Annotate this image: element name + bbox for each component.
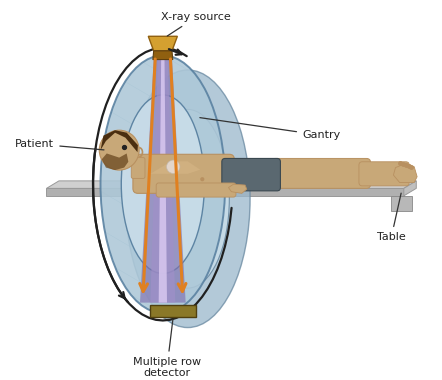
Ellipse shape: [121, 95, 204, 274]
Polygon shape: [46, 181, 416, 188]
Circle shape: [99, 130, 139, 170]
FancyBboxPatch shape: [222, 158, 280, 191]
Polygon shape: [46, 188, 404, 196]
Circle shape: [200, 177, 204, 181]
Polygon shape: [404, 181, 416, 196]
Polygon shape: [150, 305, 196, 317]
Polygon shape: [159, 60, 167, 302]
Polygon shape: [393, 163, 417, 182]
Text: X-ray source: X-ray source: [161, 12, 231, 36]
Circle shape: [167, 160, 180, 173]
Text: Table: Table: [377, 193, 406, 242]
FancyBboxPatch shape: [131, 158, 145, 178]
Polygon shape: [102, 154, 128, 170]
Polygon shape: [150, 162, 200, 174]
Polygon shape: [150, 60, 175, 302]
Ellipse shape: [126, 70, 250, 328]
Polygon shape: [153, 51, 173, 60]
Polygon shape: [391, 196, 412, 211]
Text: Gantry: Gantry: [200, 118, 340, 140]
Polygon shape: [148, 36, 177, 51]
FancyBboxPatch shape: [359, 162, 409, 186]
Ellipse shape: [100, 55, 225, 313]
Polygon shape: [229, 184, 247, 193]
Polygon shape: [100, 130, 138, 152]
Text: Patient: Patient: [15, 139, 104, 150]
Polygon shape: [140, 60, 186, 302]
FancyBboxPatch shape: [271, 158, 370, 188]
FancyBboxPatch shape: [156, 183, 236, 197]
FancyBboxPatch shape: [133, 154, 234, 193]
Text: Multiple row
detector: Multiple row detector: [133, 320, 201, 378]
Ellipse shape: [146, 109, 229, 288]
